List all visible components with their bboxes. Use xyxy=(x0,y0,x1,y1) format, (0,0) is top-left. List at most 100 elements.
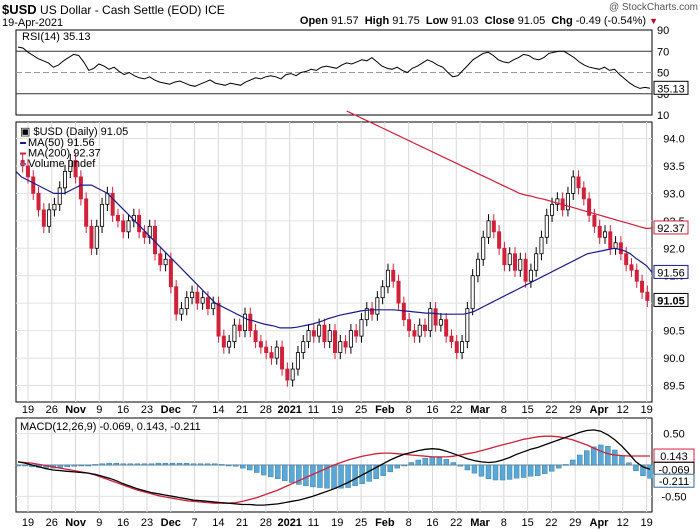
price-candle xyxy=(253,330,258,343)
macd-hist-bar xyxy=(366,464,372,482)
macd-hist-bar xyxy=(527,464,534,477)
price-candle xyxy=(306,330,311,343)
x-tick-label: 8 xyxy=(406,404,412,416)
macd-hist-bar xyxy=(134,463,141,466)
x-tick-label: 15 xyxy=(521,517,533,529)
macd-hist-bar xyxy=(261,464,267,476)
macd-hist-bar xyxy=(106,462,112,466)
macd-hist-bar xyxy=(92,464,98,466)
macd-hist-bar xyxy=(225,464,232,467)
price-candle xyxy=(438,319,443,326)
x-tick-label: 12 xyxy=(617,517,629,529)
macd-hist-bar xyxy=(22,464,28,467)
macd-hist-bar xyxy=(563,464,569,466)
down-triangle-icon: ▼ xyxy=(649,16,658,26)
macd-hist-bar xyxy=(183,462,190,466)
price-candle xyxy=(428,308,433,332)
price-candle xyxy=(470,275,475,310)
macd-hist-bar xyxy=(450,462,457,466)
price-candle xyxy=(73,160,78,178)
price-legend-item: MA(200) 92.37 xyxy=(28,148,101,160)
instrument-name: US Dollar - Cash Settle (EOD) xyxy=(40,3,202,17)
x-tick-label: 19 xyxy=(331,517,343,529)
price-candle xyxy=(348,330,353,348)
price-last-box-ma200 xyxy=(653,220,689,235)
price-candle xyxy=(168,258,173,288)
macd-hist-bar xyxy=(197,463,204,466)
price-candle xyxy=(163,258,168,266)
macd-hist-bar xyxy=(471,464,478,474)
price-candle xyxy=(571,176,576,194)
macd-hist-bar xyxy=(254,464,260,473)
price-candle xyxy=(550,203,555,216)
price-candle xyxy=(94,225,99,249)
price-last-box-close xyxy=(653,292,689,307)
x-tick-label: Feb xyxy=(375,517,395,529)
price-panel xyxy=(15,121,653,403)
x-tick-label: 21 xyxy=(236,517,248,529)
price-tick-label: 90.0 xyxy=(663,353,684,365)
macd-hist-bar xyxy=(155,462,162,466)
price-candle xyxy=(301,341,306,353)
price-candle xyxy=(544,214,549,238)
price-candle xyxy=(513,253,518,271)
price-candle xyxy=(343,341,348,348)
price-candle xyxy=(338,341,343,353)
macd-last-value-macd: -0.069 xyxy=(658,464,689,476)
price-candle xyxy=(396,280,401,304)
price-candle xyxy=(41,209,46,227)
macd-last-value-signal: 0.143 xyxy=(660,451,688,463)
price-candle xyxy=(179,308,184,315)
price-last-value-ma200: 92.37 xyxy=(657,223,685,235)
price-candle xyxy=(269,352,274,359)
x-tick-label: 29 xyxy=(569,517,581,529)
x-tick-label: 11 xyxy=(308,517,319,529)
macd-hist-bar xyxy=(598,444,604,466)
macd-hist-bar xyxy=(15,464,21,467)
price-legend-title: ▣ $USD (Daily) 91.05 xyxy=(20,126,128,138)
price-candle xyxy=(555,198,560,205)
x-tick-label: 22 xyxy=(545,404,557,416)
macd-hist-bar xyxy=(64,464,70,468)
price-candle xyxy=(539,236,544,255)
macd-hist-bar xyxy=(162,462,169,466)
rsi-legend: RSI(14) 35.13 xyxy=(22,31,90,43)
price-tick-label: 94.0 xyxy=(663,133,684,145)
x-tick-label: Apr xyxy=(590,404,610,416)
x-tick-label: 28 xyxy=(260,517,272,529)
macd-hist-bar xyxy=(190,463,197,466)
macd-hist-bar xyxy=(534,464,541,476)
x-tick-label: 8 xyxy=(501,404,507,416)
rsi-last-box xyxy=(653,80,689,95)
price-candle xyxy=(523,258,528,282)
macd-hist-bar xyxy=(541,464,548,474)
x-tick-label: 19 xyxy=(640,517,652,529)
price-candle xyxy=(195,291,200,304)
price-candle xyxy=(587,198,592,216)
macd-hist-bar xyxy=(127,463,134,466)
macd-hist-bar xyxy=(387,464,393,473)
x-tick-label: 8 xyxy=(406,517,412,529)
macd-hist-bar xyxy=(415,459,421,466)
low-label: Low xyxy=(425,15,448,27)
rsi-tick-label: 70 xyxy=(657,46,669,58)
x-tick-label: 23 xyxy=(141,517,153,529)
price-candle xyxy=(317,324,322,337)
price-candle xyxy=(295,352,300,370)
x-tick-label: 16 xyxy=(426,517,438,529)
macd-hist-bar xyxy=(148,463,155,466)
price-candle xyxy=(433,308,438,326)
macd-last-box-hist xyxy=(653,473,695,488)
macd-hist-bar xyxy=(584,450,590,466)
x-tick-label: Dec xyxy=(161,404,181,416)
x-tick-label: 11 xyxy=(308,404,319,416)
price-candle xyxy=(52,203,57,211)
price-candle xyxy=(147,225,152,238)
macd-hist-bar xyxy=(577,454,583,466)
x-tick-label: 16 xyxy=(426,404,438,416)
price-candle xyxy=(359,319,364,337)
price-candle xyxy=(264,346,269,353)
chart-date: 19-Apr-2021 xyxy=(2,17,64,29)
price-candle xyxy=(608,231,613,249)
macd-tick-label: -0.50 xyxy=(661,491,686,503)
